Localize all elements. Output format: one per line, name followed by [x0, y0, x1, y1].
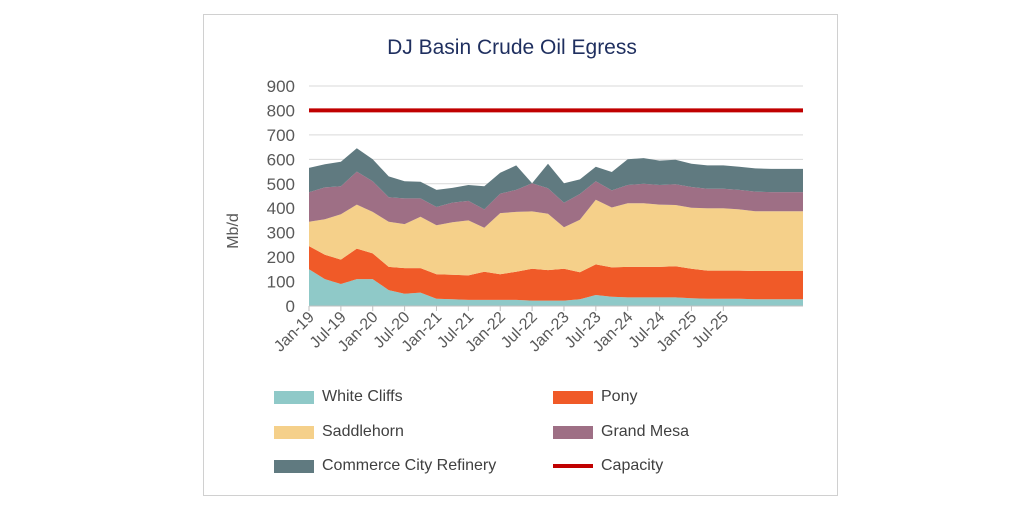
legend-commerce-city-refinery: Commerce City Refinery: [274, 457, 496, 475]
legend-pony: Pony: [553, 388, 637, 406]
legend-swatch: [274, 390, 314, 404]
legend-swatch: [274, 459, 314, 473]
y-tick-label: 800: [267, 101, 295, 120]
y-tick-label: 200: [267, 248, 295, 267]
legend-swatch: [553, 425, 593, 439]
y-tick-label: 300: [267, 224, 295, 243]
legend-saddlehorn: Saddlehorn: [274, 423, 404, 441]
legend-label: Pony: [601, 388, 638, 405]
y-tick-label: 700: [267, 126, 295, 145]
legend-label: Saddlehorn: [322, 423, 404, 440]
legend-capacity: Capacity: [553, 457, 663, 475]
legend-label: White Cliffs: [322, 388, 403, 405]
legend-grand-mesa: Grand Mesa: [553, 423, 689, 441]
legend-swatch: [274, 425, 314, 439]
y-axis-label: Mb/d: [225, 213, 242, 249]
legend-white-cliffs: White Cliffs: [274, 388, 403, 406]
y-tick-label: 900: [267, 77, 295, 96]
chart-title: DJ Basin Crude Oil Egress: [387, 36, 637, 59]
area-white-cliffs: [309, 269, 803, 306]
legend-label: Capacity: [601, 457, 664, 474]
legend-label: Commerce City Refinery: [322, 457, 497, 474]
area-pony: [309, 246, 803, 301]
legend-label: Grand Mesa: [601, 423, 690, 440]
y-tick-label: 400: [267, 199, 295, 218]
legend-swatch: [553, 390, 593, 404]
area-commerce-city-refinery: [309, 148, 803, 210]
y-tick-label: 100: [267, 273, 295, 292]
area-saddlehorn: [309, 199, 803, 276]
y-tick-label: 600: [267, 150, 295, 169]
x-tick-label: Jul-25: [689, 309, 732, 352]
y-tick-label: 0: [286, 297, 295, 316]
area-grand-mesa: [309, 171, 803, 228]
y-tick-label: 500: [267, 175, 295, 194]
legend-swatch: [553, 464, 593, 468]
